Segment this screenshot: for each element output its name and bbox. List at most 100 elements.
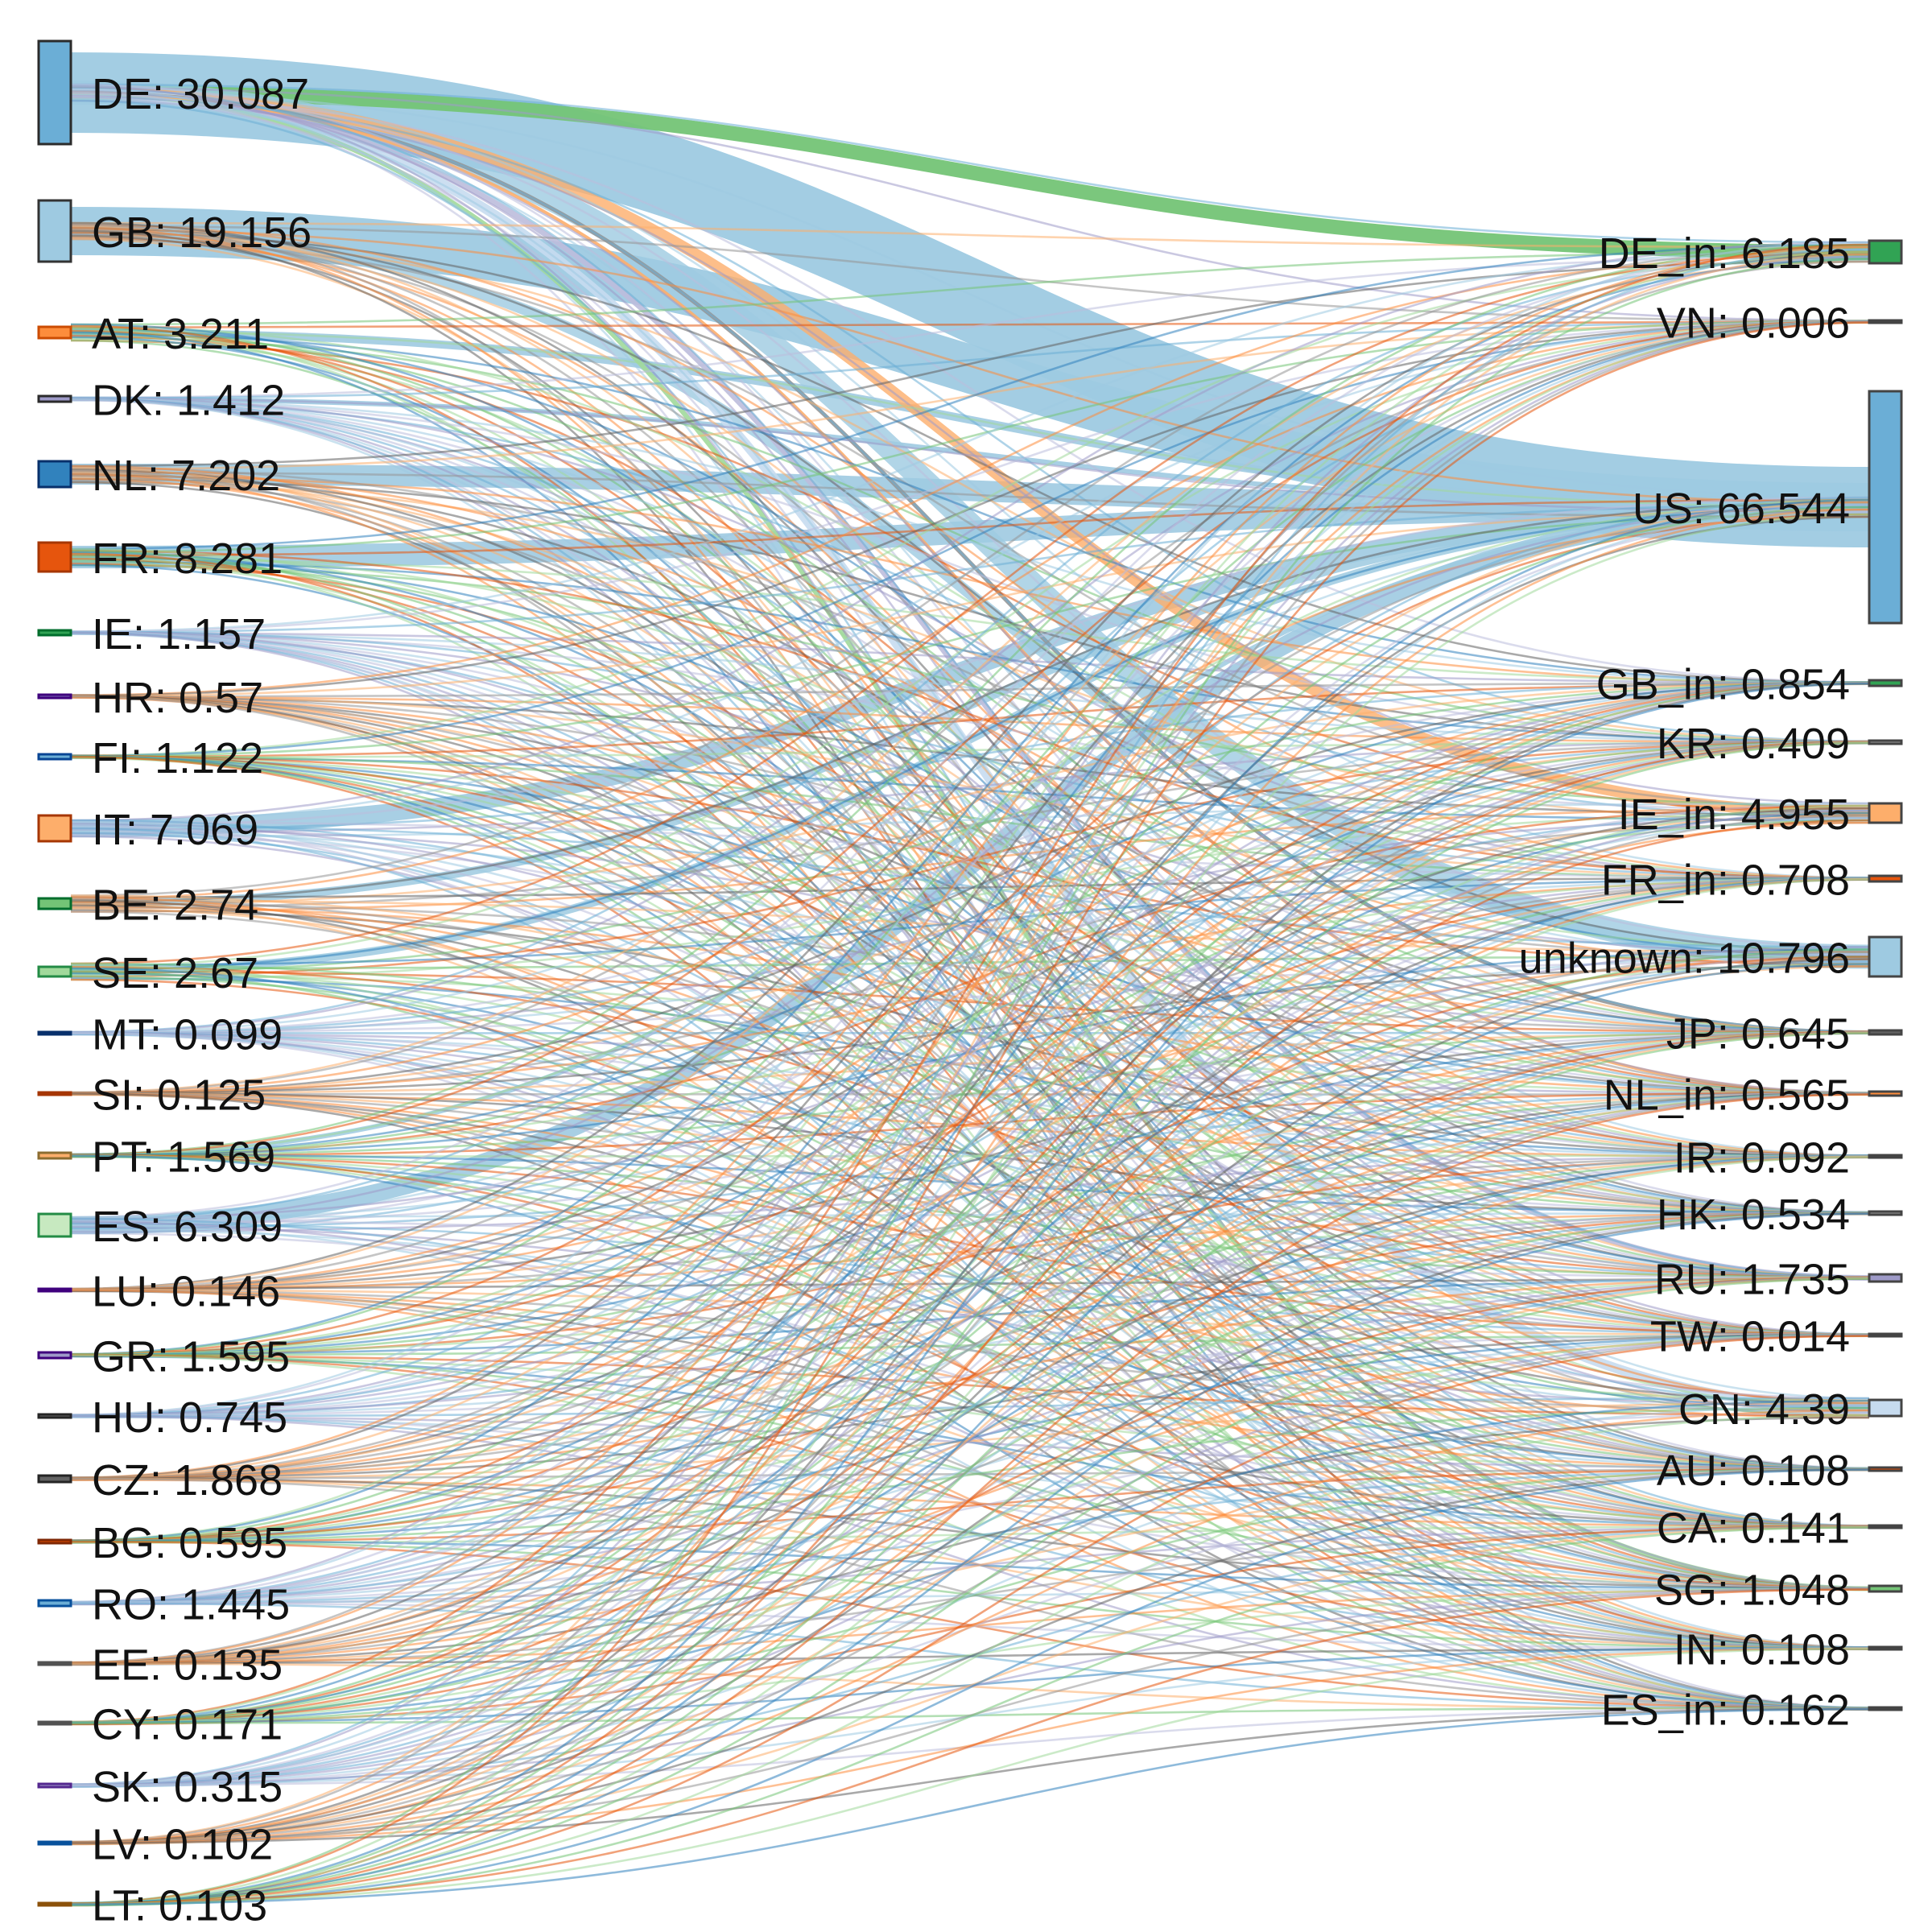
flow-SK-unknown (70, 953, 1870, 1786)
flow-FI-GB_in (70, 683, 1870, 758)
flow-RO-CA (70, 1525, 1870, 1606)
target-node-GB_in[interactable] (1868, 679, 1903, 687)
flow-DK-DE_in (70, 255, 1870, 399)
source-node-FR[interactable] (37, 541, 72, 573)
target-label-IN: IN: 0.108 (1674, 1626, 1850, 1674)
flow-FR-VN (70, 320, 1870, 554)
target-node-FR_in[interactable] (1868, 874, 1903, 883)
source-node-MT[interactable] (37, 1030, 72, 1036)
flow-RO-US (70, 510, 1870, 1604)
flow-MT-DE_in (70, 255, 1870, 1034)
source-node-IE[interactable] (37, 629, 72, 637)
source-node-DE[interactable] (37, 39, 72, 146)
source-node-RO[interactable] (37, 1599, 72, 1608)
target-node-CA[interactable] (1868, 1524, 1903, 1530)
flow-CZ-unknown (70, 951, 1870, 1480)
flow-HR-DE_in (70, 253, 1870, 696)
flow-LV-IE_in (70, 814, 1870, 1846)
flow-LU-unknown (70, 958, 1870, 1291)
flow-RO-unknown (70, 960, 1870, 1604)
source-node-BE[interactable] (37, 897, 72, 910)
source-node-DK[interactable] (37, 394, 72, 403)
source-node-PT[interactable] (37, 1151, 72, 1160)
flow-EE-JP (70, 1032, 1870, 1665)
flow-GB-DE_in (70, 221, 1870, 249)
flow-LT-IR (70, 1156, 1870, 1906)
flow-GR-NL_in (70, 1093, 1870, 1357)
source-node-IT[interactable] (37, 814, 72, 843)
target-node-DE_in[interactable] (1868, 239, 1903, 265)
target-node-AU[interactable] (1868, 1466, 1903, 1472)
flow-IE-VN (70, 320, 1870, 634)
flow-LT-RU (70, 1278, 1870, 1905)
flow-FR-DE_in (70, 243, 1870, 551)
flow-GR-DE_in (70, 258, 1870, 1356)
flow-SE-SG (70, 964, 1870, 1590)
target-node-unknown[interactable] (1868, 935, 1903, 978)
target-node-ES_in[interactable] (1868, 1706, 1903, 1711)
source-node-BG[interactable] (37, 1538, 72, 1545)
flow-SK-JP (70, 1030, 1870, 1787)
flow-IT-DE_in (70, 241, 1870, 822)
target-node-US[interactable] (1868, 390, 1903, 625)
target-label-DE_in: DE_in: 6.185 (1599, 229, 1850, 278)
target-label-FR_in: FR_in: 0.708 (1601, 857, 1850, 905)
target-node-NL_in[interactable] (1868, 1090, 1903, 1097)
source-node-GR[interactable] (37, 1351, 72, 1360)
flow-BE-VN (70, 320, 1870, 900)
flow-PT-HK (70, 1153, 1870, 1214)
flow-DK-VN (70, 320, 1870, 399)
source-node-HR[interactable] (37, 693, 72, 700)
source-node-NL[interactable] (37, 460, 72, 489)
source-node-ES[interactable] (37, 1212, 72, 1238)
flow-DE-DE_in (70, 83, 1870, 244)
source-node-CZ[interactable] (37, 1474, 72, 1484)
flow-NL-US (70, 471, 1870, 518)
source-node-SK[interactable] (37, 1782, 72, 1789)
target-node-RU[interactable] (1868, 1273, 1903, 1283)
flow-LV-GB_in (70, 682, 1870, 1845)
source-node-EE[interactable] (37, 1661, 72, 1666)
source-label-GR: GR: 1.595 (92, 1333, 290, 1381)
flow-SI-GB_in (70, 683, 1870, 1096)
flow-HU-DE_in (70, 241, 1870, 1416)
flow-CZ-HK (70, 1212, 1870, 1479)
target-node-KR[interactable] (1868, 739, 1903, 745)
target-node-CN[interactable] (1868, 1398, 1903, 1418)
source-node-GB[interactable] (37, 199, 72, 263)
source-node-LU[interactable] (37, 1287, 72, 1293)
source-label-IT: IT: 7.069 (92, 806, 258, 854)
flow-ES-JP (70, 1030, 1870, 1227)
flow-SK-FR_in (70, 877, 1870, 1786)
source-node-AT[interactable] (37, 325, 72, 340)
flow-CY-HK (70, 1211, 1870, 1724)
target-node-JP[interactable] (1868, 1029, 1903, 1036)
target-node-VN[interactable] (1868, 319, 1903, 324)
flow-NL-FR_in (70, 466, 1870, 881)
flow-LT-TW (70, 1335, 1870, 1905)
source-label-CY: CY: 0.171 (92, 1701, 283, 1749)
flow-LT-KR (70, 741, 1870, 1906)
target-node-TW[interactable] (1868, 1332, 1903, 1338)
source-node-SE[interactable] (37, 965, 72, 978)
source-node-CY[interactable] (37, 1720, 72, 1726)
source-node-FI[interactable] (37, 753, 72, 761)
source-node-LT[interactable] (37, 1901, 72, 1907)
flow-NL-RU (70, 468, 1870, 1280)
flow-AT-VN (70, 320, 1870, 329)
flow-DE-GB_in (70, 93, 1870, 683)
flow-LT-AU (70, 1468, 1870, 1906)
source-label-EE: EE: 0.135 (92, 1641, 283, 1690)
flow-PT-DE_in (70, 243, 1870, 1156)
flow-NL-CA (70, 481, 1870, 1529)
source-node-HU[interactable] (37, 1413, 72, 1419)
target-node-SG[interactable] (1868, 1584, 1903, 1593)
source-node-SI[interactable] (37, 1091, 72, 1096)
source-node-LV[interactable] (37, 1840, 72, 1846)
target-node-IN[interactable] (1868, 1645, 1903, 1651)
flow-HU-VN (70, 320, 1870, 1417)
target-node-IR[interactable] (1868, 1154, 1903, 1159)
target-node-HK[interactable] (1868, 1210, 1903, 1216)
target-node-IE_in[interactable] (1868, 802, 1903, 824)
flow-EE-CN (70, 1416, 1870, 1666)
